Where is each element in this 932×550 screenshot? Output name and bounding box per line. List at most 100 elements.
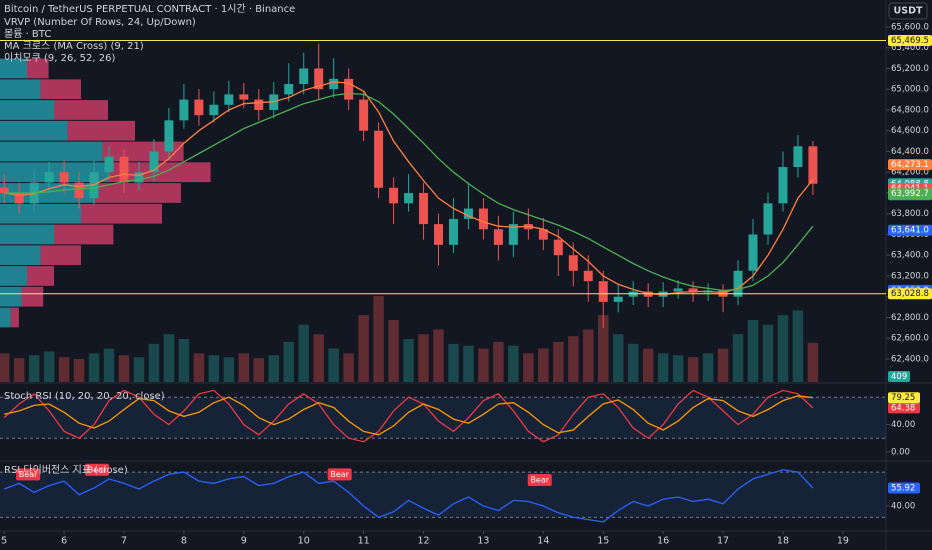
last-value: 64.38 xyxy=(891,403,915,413)
profile-down xyxy=(40,79,81,100)
profile-down xyxy=(81,203,162,224)
volume-bar xyxy=(163,334,175,382)
x-tick-label: 8 xyxy=(181,536,187,547)
overlay-layer: Bitcoin / TetherUS PERPETUAL CONTRACT · … xyxy=(4,2,928,476)
volume-bar xyxy=(478,348,489,382)
series-line xyxy=(3,469,814,523)
price-label: 63,028.8 xyxy=(891,289,929,299)
volume-bar xyxy=(493,341,504,382)
annotation: Bear xyxy=(19,470,38,479)
candle-body xyxy=(0,187,9,193)
plot-layer: 62,400.062,600.062,800.063,000.063,200.0… xyxy=(0,22,932,547)
price-label: 63,641.0 xyxy=(891,226,929,236)
profile-down xyxy=(108,162,211,183)
x-tick-label: 11 xyxy=(358,536,370,547)
volume-bar xyxy=(448,343,459,382)
currency[interactable]: USDT xyxy=(894,6,923,17)
series-line xyxy=(4,92,814,292)
candle-body xyxy=(299,68,309,85)
candle-body xyxy=(209,104,219,116)
band-fill xyxy=(0,397,886,439)
x-tick-label: 19 xyxy=(837,536,849,547)
profile-up xyxy=(0,245,41,266)
volume-bar xyxy=(732,334,744,382)
volume-bar xyxy=(88,353,100,382)
profile-down xyxy=(27,266,54,286)
profile-down xyxy=(54,100,108,120)
price-label-box xyxy=(888,159,932,171)
candle-body xyxy=(134,172,144,183)
volume-bar xyxy=(0,353,10,382)
volume-bar xyxy=(418,334,429,382)
profile-up xyxy=(0,224,54,245)
volume-bar xyxy=(223,357,235,382)
volume-bar xyxy=(687,357,699,382)
x-tick-label: 13 xyxy=(477,536,489,547)
volume-bar xyxy=(268,355,280,382)
x-tick-label: 18 xyxy=(777,536,789,547)
candle-body xyxy=(74,182,84,199)
volume-bar xyxy=(702,353,714,382)
profile-up xyxy=(0,100,54,120)
price-label: 64,273.1 xyxy=(891,160,929,170)
price-label: 65,469.5 xyxy=(891,36,929,46)
candle-body xyxy=(329,78,339,90)
candle-body xyxy=(344,78,354,100)
volume-bar xyxy=(103,348,115,382)
candle-body xyxy=(44,172,54,183)
profile-up xyxy=(0,286,22,307)
y-tick-label: 62,800.0 xyxy=(891,313,929,323)
candle-body xyxy=(598,281,608,302)
candle-body xyxy=(688,288,698,293)
volume-bar xyxy=(717,348,729,382)
volume-bar xyxy=(792,310,804,382)
volume-bar xyxy=(598,315,609,382)
profile-down xyxy=(67,120,135,141)
candle-body xyxy=(808,146,818,184)
profile-down xyxy=(21,286,44,307)
y-tick-label: 63,200.0 xyxy=(891,271,929,281)
profile-up xyxy=(0,162,108,183)
candle-body xyxy=(493,229,503,245)
last-value: 55.92 xyxy=(891,484,915,494)
profile-down xyxy=(102,141,184,162)
profile-up xyxy=(0,120,68,141)
currency-button[interactable] xyxy=(888,2,928,20)
volume-bar xyxy=(358,315,369,382)
last-value-box xyxy=(888,482,920,494)
volume-bar xyxy=(43,351,55,382)
y-tick-label: 64,200.0 xyxy=(891,168,929,178)
x-tick-label: 16 xyxy=(657,536,669,547)
y-tick-label: 64,800.0 xyxy=(891,105,929,115)
chart-title: Bitcoin / TetherUS PERPETUAL CONTRACT · … xyxy=(4,3,295,15)
volume-bar xyxy=(328,348,339,382)
candle-body xyxy=(463,208,473,219)
y-tick-label: 63,800.0 xyxy=(891,209,929,219)
candle-body xyxy=(374,130,384,188)
volume-bar xyxy=(298,324,309,382)
pane-title: RSI 다이버전스 지표 (close) xyxy=(4,464,128,476)
y-tick-label: 64,600.0 xyxy=(891,126,929,136)
profile-up xyxy=(0,307,11,328)
profile-up xyxy=(0,266,27,286)
x-tick-label: 5 xyxy=(1,536,7,547)
candle-body xyxy=(314,68,324,90)
candle-body xyxy=(359,99,369,131)
candle-body xyxy=(224,94,234,105)
indicator-title: MA 크로스 (MA Cross) (9, 21) xyxy=(4,40,144,52)
candle-body xyxy=(164,120,174,152)
x-tick-label: 7 xyxy=(121,536,127,547)
volume-bar xyxy=(133,357,145,382)
volume-bar xyxy=(657,353,669,382)
annotation: Bear xyxy=(330,470,349,479)
volume-bar xyxy=(178,339,190,382)
profile-up xyxy=(0,203,81,224)
volume-bar xyxy=(28,355,40,382)
y-tick-label: 62,600.0 xyxy=(891,334,929,344)
indicator-title: VRVP (Number Of Rows, 24, Up/Down) xyxy=(4,17,196,28)
volume-bar xyxy=(538,348,549,382)
x-tick-label: 17 xyxy=(717,536,729,547)
candle-body xyxy=(508,224,518,245)
volume-bar xyxy=(193,353,205,382)
